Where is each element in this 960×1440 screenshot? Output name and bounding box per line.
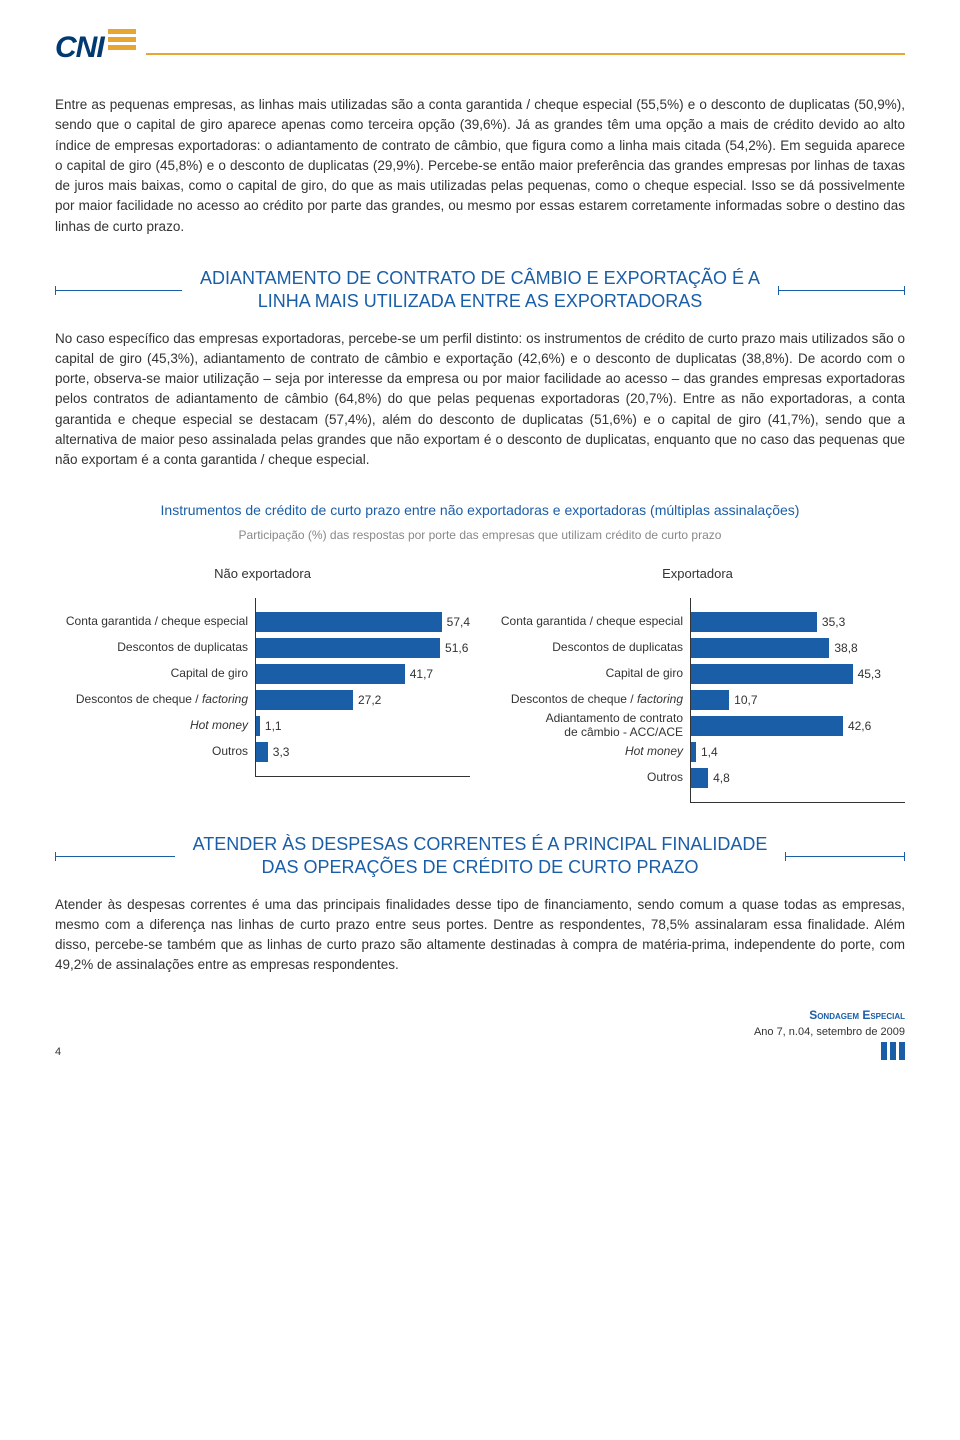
bar-value: 38,8 bbox=[834, 639, 857, 657]
page-number: 4 bbox=[55, 1044, 61, 1061]
bar bbox=[256, 690, 353, 710]
bar bbox=[691, 638, 829, 658]
header-rule bbox=[146, 53, 905, 55]
bar bbox=[256, 664, 405, 684]
bar-value: 1,1 bbox=[265, 717, 282, 735]
bar-value: 27,2 bbox=[358, 691, 381, 709]
footer-stripes bbox=[754, 1042, 905, 1060]
heading-2-line-2: DAS OPERAÇÕES DE CRÉDITO DE CURTO PRAZO bbox=[261, 857, 698, 877]
bar-label: Conta garantida / cheque especial bbox=[66, 615, 256, 629]
bar-value: 41,7 bbox=[410, 665, 433, 683]
charts-row: Não exportadora Conta garantida / cheque… bbox=[55, 564, 905, 803]
bar-value: 1,4 bbox=[701, 743, 718, 761]
bar-row: Descontos de cheque / factoring10,7 bbox=[691, 690, 905, 710]
chart-right-title: Exportadora bbox=[490, 564, 905, 584]
bar-label: Capital de giro bbox=[606, 667, 691, 681]
bar-row: Descontos de duplicatas38,8 bbox=[691, 638, 905, 658]
bar-label: Hot money bbox=[625, 745, 691, 759]
logo-text: CNI bbox=[55, 25, 104, 70]
bar-value: 42,6 bbox=[848, 717, 871, 735]
bar bbox=[691, 742, 696, 762]
footer-pub: Sondagem Especial bbox=[754, 1006, 905, 1024]
header: CNI bbox=[55, 25, 905, 70]
bar-row: Conta garantida / cheque especial35,3 bbox=[691, 612, 905, 632]
bar-label: Descontos de cheque / factoring bbox=[511, 693, 691, 707]
section-heading-1: ADIANTAMENTO DE CONTRATO DE CÂMBIO E EXP… bbox=[55, 267, 905, 314]
logo-stripes bbox=[108, 29, 136, 50]
bar-row: Hot money1,1 bbox=[256, 716, 470, 736]
chart-left: Não exportadora Conta garantida / cheque… bbox=[55, 564, 470, 803]
bar-value: 45,3 bbox=[858, 665, 881, 683]
bar bbox=[691, 612, 817, 632]
chart-right-area: Conta garantida / cheque especial35,3 Des… bbox=[690, 598, 905, 803]
bar bbox=[691, 690, 729, 710]
bar bbox=[256, 742, 268, 762]
bar-row: Outros3,3 bbox=[256, 742, 470, 762]
bar-value: 3,3 bbox=[273, 743, 290, 761]
bar-row: Capital de giro41,7 bbox=[256, 664, 470, 684]
bar-label: Descontos de cheque / factoring bbox=[76, 693, 256, 707]
bar bbox=[691, 664, 853, 684]
bar-row: Conta garantida / cheque especial57,4 bbox=[256, 612, 470, 632]
bar-row: Adiantamento de contratode câmbio - ACC/… bbox=[691, 716, 905, 736]
bar bbox=[256, 638, 440, 658]
bar bbox=[691, 768, 708, 788]
paragraph-2: No caso específico das empresas exportad… bbox=[55, 329, 905, 471]
bar bbox=[256, 612, 442, 632]
bar-label: Outros bbox=[212, 745, 256, 759]
bar-value: 57,4 bbox=[447, 613, 470, 631]
footer: 4 Sondagem Especial Ano 7, n.04, setembr… bbox=[55, 1006, 905, 1061]
bar-label: Capital de giro bbox=[171, 667, 256, 681]
chart-right: Exportadora Conta garantida / cheque esp… bbox=[490, 564, 905, 803]
heading-2-line-1: ATENDER ÀS DESPESAS CORRENTES É A PRINCI… bbox=[193, 834, 768, 854]
heading-1-line-1: ADIANTAMENTO DE CONTRATO DE CÂMBIO E EXP… bbox=[200, 268, 760, 288]
bar-row: Outros4,8 bbox=[691, 768, 905, 788]
bar-row: Descontos de cheque / factoring27,2 bbox=[256, 690, 470, 710]
chart-subtitle: Participação (%) das respostas por porte… bbox=[55, 526, 905, 544]
bar-row: Descontos de duplicatas51,6 bbox=[256, 638, 470, 658]
section-heading-2: ATENDER ÀS DESPESAS CORRENTES É A PRINCI… bbox=[55, 833, 905, 880]
bar-value: 4,8 bbox=[713, 769, 730, 787]
paragraph-3: Atender às despesas correntes é uma das … bbox=[55, 895, 905, 976]
bar-label: Outros bbox=[647, 771, 691, 785]
cni-logo: CNI bbox=[55, 25, 136, 70]
bar-row: Hot money1,4 bbox=[691, 742, 905, 762]
chart-title: Instrumentos de crédito de curto prazo e… bbox=[55, 500, 905, 521]
bar-value: 51,6 bbox=[445, 639, 468, 657]
heading-1-line-2: LINHA MAIS UTILIZADA ENTRE AS EXPORTADOR… bbox=[258, 291, 702, 311]
chart-left-area: Conta garantida / cheque especial57,4 Des… bbox=[255, 598, 470, 777]
bar-label: Adiantamento de contratode câmbio - ACC/… bbox=[546, 712, 691, 740]
footer-issue: Ano 7, n.04, setembro de 2009 bbox=[754, 1024, 905, 1041]
bar-value: 35,3 bbox=[822, 613, 845, 631]
bar bbox=[691, 716, 843, 736]
bar-label: Hot money bbox=[190, 719, 256, 733]
bar bbox=[256, 716, 260, 736]
bar-row: Capital de giro45,3 bbox=[691, 664, 905, 684]
bar-label: Descontos de duplicatas bbox=[117, 641, 256, 655]
chart-left-title: Não exportadora bbox=[55, 564, 470, 584]
bar-label: Descontos de duplicatas bbox=[552, 641, 691, 655]
bar-label: Conta garantida / cheque especial bbox=[501, 615, 691, 629]
bar-value: 10,7 bbox=[734, 691, 757, 709]
paragraph-1: Entre as pequenas empresas, as linhas ma… bbox=[55, 95, 905, 237]
